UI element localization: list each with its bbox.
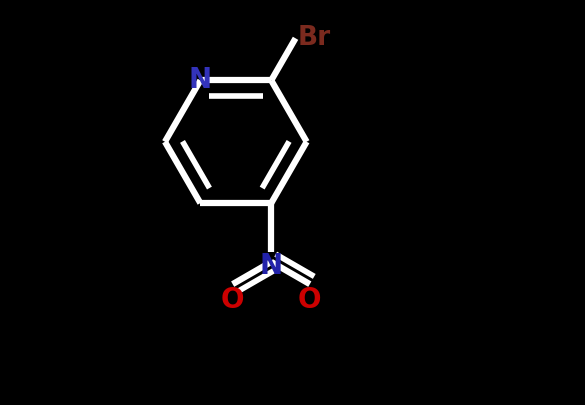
Text: N: N	[260, 252, 283, 280]
Text: Br: Br	[298, 25, 331, 51]
Text: N: N	[189, 66, 212, 94]
Text: O: O	[298, 286, 322, 314]
Text: O: O	[221, 286, 245, 314]
